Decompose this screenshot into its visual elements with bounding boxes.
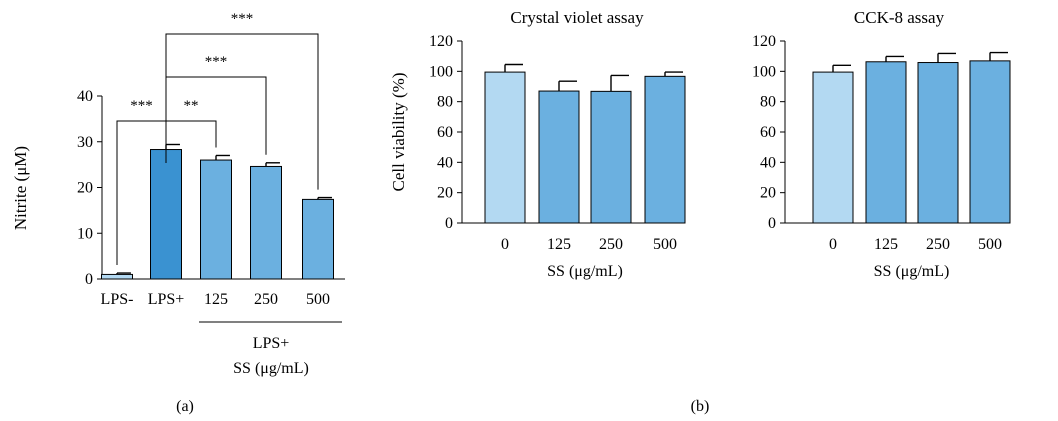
y-tick-label: 0 <box>445 215 453 232</box>
bar <box>917 62 959 224</box>
cck8-chart: 0 20 40 60 80 100 120 0 125 250 500 CCK-8 assay SS (… <box>752 8 1011 280</box>
x-tick-label: 500 <box>978 236 1002 253</box>
y-tick-label: 20 <box>760 185 776 202</box>
y-tick-label: 10 <box>77 225 93 242</box>
bar <box>250 165 282 280</box>
significance-label: *** <box>205 54 228 70</box>
nitrite-chart: 0 10 20 30 40 LPS- LPS+ 125 250 500 Nitrite (μM) **… <box>11 11 345 308</box>
y-tick-label: 100 <box>752 63 776 80</box>
bar <box>812 71 854 224</box>
group-label-line2: SS (μg/mL) <box>233 360 309 377</box>
y-tick-label: 40 <box>760 154 776 171</box>
crystal-violet-chart: 0 20 40 60 80 100 120 0 125 250 500 Cell viability … <box>389 8 686 280</box>
x-tick-label: LPS+ <box>148 291 185 308</box>
y-tick-label: 60 <box>760 124 776 141</box>
bar <box>200 159 232 280</box>
x-tick-label: 0 <box>829 236 837 253</box>
bar <box>538 90 580 224</box>
x-tick-label: 125 <box>547 236 571 253</box>
bar <box>644 75 686 224</box>
x-tick-label: 0 <box>501 236 509 253</box>
x-tick-label: 250 <box>254 291 278 308</box>
y-tick-label: 30 <box>77 134 93 151</box>
panel-label-b: (b) <box>691 398 710 415</box>
significance-label: *** <box>130 98 153 114</box>
chart-title: Crystal violet assay <box>510 8 644 27</box>
significance-label: *** <box>231 11 254 27</box>
bar <box>590 90 632 224</box>
y-tick-label: 20 <box>77 180 93 197</box>
y-axis-label: Nitrite (μM) <box>11 146 30 230</box>
x-tick-label: 125 <box>874 236 898 253</box>
bar <box>969 60 1011 224</box>
bar <box>484 71 526 224</box>
y-tick-label: 40 <box>77 88 93 105</box>
bar <box>302 198 334 280</box>
y-tick-label: 20 <box>437 185 453 202</box>
y-tick-label: 0 <box>85 271 93 288</box>
y-tick-label: 80 <box>437 94 453 111</box>
bar <box>150 149 182 280</box>
bar <box>865 61 907 224</box>
chart-title: CCK-8 assay <box>854 8 945 27</box>
panel-label-a: (a) <box>176 398 194 415</box>
bar <box>101 273 133 280</box>
x-tick-label: 250 <box>926 236 950 253</box>
group-label-line1: LPS+ <box>253 335 290 352</box>
y-tick-label: 100 <box>429 63 453 80</box>
y-tick-label: 120 <box>429 33 453 50</box>
y-tick-label: 120 <box>752 33 776 50</box>
significance-label: ** <box>184 98 199 114</box>
x-axis-label: SS (μg/mL) <box>874 263 950 280</box>
x-tick-label: 250 <box>599 236 623 253</box>
y-tick-label: 40 <box>437 154 453 171</box>
x-tick-label: 125 <box>204 291 228 308</box>
significance-bracket <box>165 33 319 190</box>
y-tick-label: 80 <box>760 94 776 111</box>
y-tick-label: 60 <box>437 124 453 141</box>
x-tick-label: LPS- <box>101 291 134 308</box>
x-tick-label: 500 <box>653 236 677 253</box>
y-tick-label: 0 <box>768 215 776 232</box>
x-tick-label: 500 <box>306 291 330 308</box>
y-axis-label: Cell viability (%) <box>389 73 408 192</box>
x-axis-label: SS (μg/mL) <box>547 263 623 280</box>
